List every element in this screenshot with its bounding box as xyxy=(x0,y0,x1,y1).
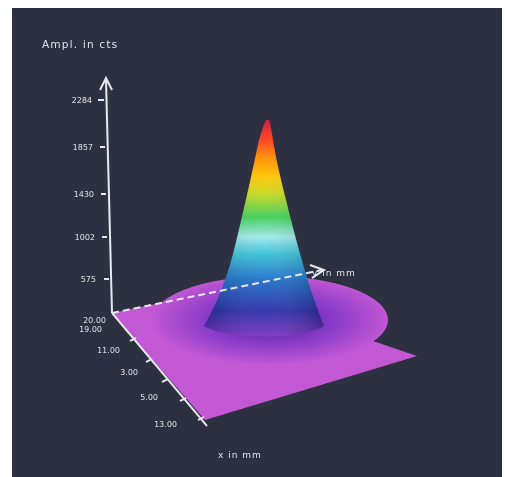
y-tick-label: 20.00 xyxy=(83,316,106,325)
y-axis-title: y in mm xyxy=(312,269,356,279)
z-tick-label: 1002 xyxy=(75,233,95,242)
z-tick-label: 1857 xyxy=(73,143,93,152)
x-axis-title: x in mm xyxy=(218,451,262,461)
x-tick-label: 13.00 xyxy=(154,420,177,429)
z-tick-label: 2284 xyxy=(72,96,92,105)
z-axis-title: Ampl. in cts xyxy=(42,39,118,51)
surface-plot: Ampl. in cts xyxy=(42,39,417,461)
z-tick-label: 575 xyxy=(81,275,96,284)
x-tick-label: 3.00 xyxy=(120,368,138,377)
x-tick-label: 19.00 xyxy=(79,325,102,334)
plot-frame: Ampl. in cts xyxy=(12,8,502,477)
z-tick-label: 1430 xyxy=(74,190,94,199)
x-tick-label: 11.00 xyxy=(97,346,120,355)
peak-shading xyxy=(204,120,324,337)
x-tick-label: 5.00 xyxy=(140,393,158,402)
y-axis xyxy=(111,264,327,314)
x-axis xyxy=(111,312,208,427)
z-axis xyxy=(98,75,113,314)
